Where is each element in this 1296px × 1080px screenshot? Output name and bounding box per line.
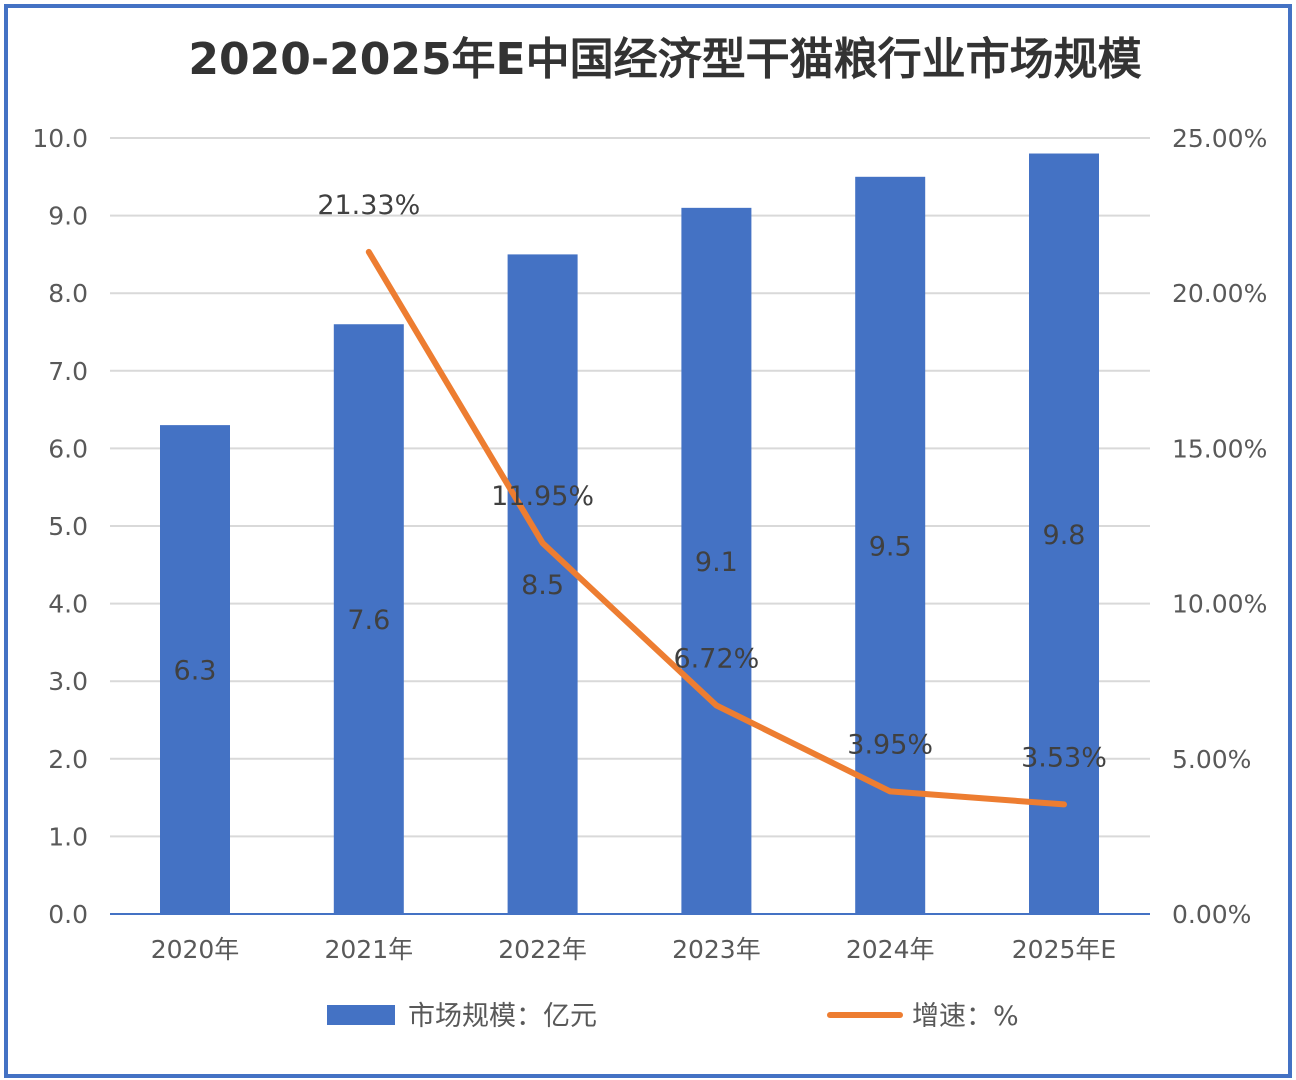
bar: [333, 324, 404, 914]
growth-point: [889, 790, 892, 793]
bar-value-label: 9.1: [695, 547, 738, 578]
legend-bar-label: 市场规模：亿元: [408, 1001, 597, 1032]
growth-point: [541, 542, 544, 545]
y-left-tick-label: 4.0: [48, 590, 88, 619]
y-right-tick-label: 25.00%: [1172, 124, 1267, 153]
bar-value-label: 8.5: [521, 570, 564, 601]
y-right-tick-label: 10.00%: [1172, 590, 1267, 619]
growth-value-label: 11.95%: [491, 481, 594, 512]
y-left-tick-label: 1.0: [48, 822, 88, 851]
axes: 0.0 1.0 2.0 3.0 4.0 5.0 6.0 7.0 8.0 9.0 10.0 0.00% 5…: [32, 124, 1267, 964]
x-tick-label: 2020年: [151, 935, 240, 964]
y-right-tick-label: 20.00%: [1172, 279, 1267, 308]
x-tick-label: 2025年E: [1012, 935, 1116, 964]
bar: [507, 254, 578, 914]
legend: 市场规模：亿元 增速：%: [327, 1001, 1019, 1032]
y-left-tick-label: 3.0: [48, 667, 88, 696]
y-left-tick-label: 0.0: [48, 900, 88, 929]
chart-frame: [4, 4, 1292, 1078]
y-left-tick-label: 6.0: [48, 434, 88, 463]
growth-value-label: 3.95%: [847, 729, 933, 760]
growth-line: [365, 248, 1067, 808]
growth-value-label: 3.53%: [1021, 742, 1107, 773]
x-tick-label: 2023年: [672, 935, 761, 964]
chart-title: 2020-2025年E中国经济型干猫粮行业市场规模: [188, 34, 1141, 85]
y-left-tick-label: 2.0: [48, 745, 88, 774]
growth-point: [715, 704, 718, 707]
bar: [160, 425, 230, 914]
y-left-tick-label: 9.0: [48, 202, 88, 231]
growth-point: [367, 250, 370, 253]
growth-point: [1063, 803, 1065, 806]
bar-value-label: 7.6: [347, 605, 390, 636]
growth-value-label: 21.33%: [317, 190, 420, 221]
legend-bar-swatch: [327, 1005, 395, 1025]
bar-value-label: 9.5: [869, 531, 912, 562]
y-right-tick-label: 15.00%: [1172, 434, 1267, 463]
bar: [681, 207, 752, 915]
y-left-tick-label: 10.0: [32, 124, 88, 153]
x-tick-label: 2021年: [324, 935, 413, 964]
bar-value-label: 9.8: [1043, 520, 1086, 551]
y-right-tick-label: 0.00%: [1172, 900, 1251, 929]
bar: [1029, 153, 1099, 914]
y-right-tick-label: 5.00%: [1172, 745, 1251, 774]
y-left-tick-label: 7.0: [48, 357, 88, 386]
growth-value-label: 6.72%: [674, 643, 760, 674]
gridlines: [110, 137, 1150, 838]
y-left-tick-label: 5.0: [48, 512, 88, 541]
legend-line-label: 增速：%: [912, 1001, 1019, 1032]
x-tick-label: 2022年: [498, 935, 587, 964]
bar-value-label: 6.3: [174, 656, 217, 687]
x-tick-label: 2024年: [846, 935, 935, 964]
y-left-tick-label: 8.0: [48, 279, 88, 308]
bars: [160, 153, 1099, 915]
data-labels: 6.3 7.6 8.5 9.1 9.5 9.8 21.33% 11.95% 6.72% 3.95%…: [174, 190, 1107, 774]
